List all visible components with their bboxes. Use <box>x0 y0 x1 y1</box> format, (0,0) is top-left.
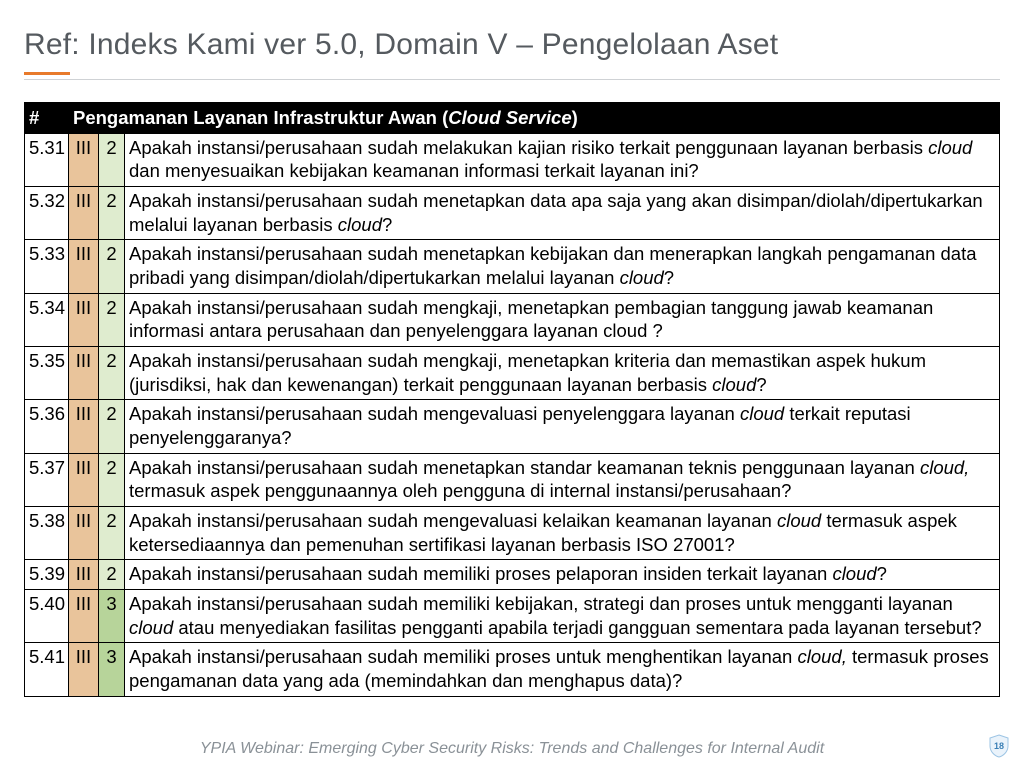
row-level: III <box>69 560 99 590</box>
row-level: III <box>69 187 99 240</box>
row-group: 2 <box>99 560 125 590</box>
table-body: 5.31III2Apakah instansi/perusahaan sudah… <box>25 133 1000 696</box>
table-header-row: # Pengamanan Layanan Infrastruktur Awan … <box>25 103 1000 134</box>
row-group: 2 <box>99 187 125 240</box>
row-number: 5.41 <box>25 643 69 696</box>
header-hash: # <box>25 103 69 134</box>
table-row: 5.40III3Apakah instansi/perusahaan sudah… <box>25 590 1000 643</box>
row-question: Apakah instansi/perusahaan sudah menetap… <box>125 240 1000 293</box>
row-group: 2 <box>99 453 125 506</box>
row-level: III <box>69 590 99 643</box>
row-number: 5.39 <box>25 560 69 590</box>
row-question: Apakah instansi/perusahaan sudah melakuk… <box>125 133 1000 186</box>
row-level: III <box>69 347 99 400</box>
table-row: 5.31III2Apakah instansi/perusahaan sudah… <box>25 133 1000 186</box>
table-row: 5.41III3Apakah instansi/perusahaan sudah… <box>25 643 1000 696</box>
table-row: 5.32III2Apakah instansi/perusahaan sudah… <box>25 187 1000 240</box>
table-row: 5.39III2Apakah instansi/perusahaan sudah… <box>25 560 1000 590</box>
row-question: Apakah instansi/perusahaan sudah menetap… <box>125 187 1000 240</box>
row-group: 3 <box>99 643 125 696</box>
row-number: 5.35 <box>25 347 69 400</box>
row-number: 5.33 <box>25 240 69 293</box>
row-group: 3 <box>99 590 125 643</box>
table-row: 5.34III2Apakah instansi/perusahaan sudah… <box>25 293 1000 346</box>
slide: Ref: Indeks Kami ver 5.0, Domain V – Pen… <box>0 0 1024 768</box>
row-level: III <box>69 643 99 696</box>
row-group: 2 <box>99 133 125 186</box>
row-level: III <box>69 400 99 453</box>
row-group: 2 <box>99 240 125 293</box>
header-title-italic: Cloud Service <box>448 107 571 128</box>
row-question: Apakah instansi/perusahaan sudah memilik… <box>125 560 1000 590</box>
row-number: 5.32 <box>25 187 69 240</box>
row-group: 2 <box>99 347 125 400</box>
header-title: Pengamanan Layanan Infrastruktur Awan (C… <box>69 103 1000 134</box>
row-group: 2 <box>99 507 125 560</box>
header-title-close: ) <box>572 107 578 128</box>
row-question: Apakah instansi/perusahaan sudah mengeva… <box>125 400 1000 453</box>
table-row: 5.35III2Apakah instansi/perusahaan sudah… <box>25 347 1000 400</box>
row-level: III <box>69 240 99 293</box>
row-level: III <box>69 293 99 346</box>
row-question: Apakah instansi/perusahaan sudah memilik… <box>125 590 1000 643</box>
title-accent <box>24 72 70 75</box>
table-row: 5.36III2Apakah instansi/perusahaan sudah… <box>25 400 1000 453</box>
row-group: 2 <box>99 293 125 346</box>
page-title: Ref: Indeks Kami ver 5.0, Domain V – Pen… <box>24 28 1000 62</box>
header-title-plain: Pengamanan Layanan Infrastruktur Awan ( <box>73 107 448 128</box>
row-question: Apakah instansi/perusahaan sudah memilik… <box>125 643 1000 696</box>
row-level: III <box>69 133 99 186</box>
row-number: 5.36 <box>25 400 69 453</box>
table-row: 5.37III2Apakah instansi/perusahaan sudah… <box>25 453 1000 506</box>
row-level: III <box>69 507 99 560</box>
table-row: 5.33III2Apakah instansi/perusahaan sudah… <box>25 240 1000 293</box>
page-number: 18 <box>988 734 1010 758</box>
row-question: Apakah instansi/perusahaan sudah mengkaj… <box>125 293 1000 346</box>
row-number: 5.38 <box>25 507 69 560</box>
assessment-table: # Pengamanan Layanan Infrastruktur Awan … <box>24 102 1000 697</box>
footer-text: YPIA Webinar: Emerging Cyber Security Ri… <box>0 740 1024 758</box>
row-number: 5.34 <box>25 293 69 346</box>
page-badge: 18 <box>988 734 1010 758</box>
row-group: 2 <box>99 400 125 453</box>
row-level: III <box>69 453 99 506</box>
row-number: 5.40 <box>25 590 69 643</box>
row-question: Apakah instansi/perusahaan sudah menetap… <box>125 453 1000 506</box>
title-divider <box>24 79 1000 80</box>
row-number: 5.31 <box>25 133 69 186</box>
row-question: Apakah instansi/perusahaan sudah mengkaj… <box>125 347 1000 400</box>
row-number: 5.37 <box>25 453 69 506</box>
table-row: 5.38III2Apakah instansi/perusahaan sudah… <box>25 507 1000 560</box>
row-question: Apakah instansi/perusahaan sudah mengeva… <box>125 507 1000 560</box>
